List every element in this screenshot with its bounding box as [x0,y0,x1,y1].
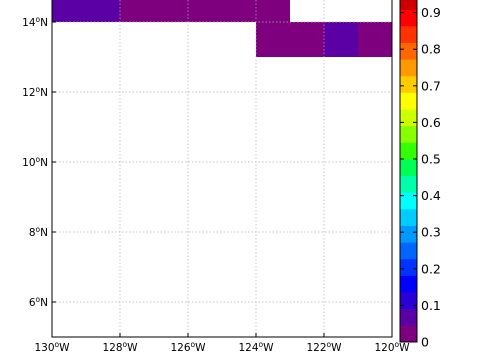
colorbar-segment [400,242,417,260]
y-axis-ticks: 6oN 8oN 10oN 12oN 14oN [22,15,56,309]
data-cells [52,0,392,57]
colorbar-segment [400,59,417,77]
colorbar-tick-label: 0.2 [421,261,441,276]
data-cell [120,0,290,22]
colorbar-segment [400,75,417,93]
colorbar-segment [400,325,417,343]
colorbar-tick-label: 0.9 [421,5,441,20]
colorbar-segment [400,159,417,177]
x-axis-ticks: 130oW 128oW 126oW 124oW 122oW 120oW [34,333,410,354]
colorbar-tick-label: 0.6 [421,115,441,130]
colorbar-segment [400,142,417,160]
plot-frame [51,0,393,338]
colorbar-segment [400,292,417,310]
colorbar-segment [400,0,417,10]
colorbar-segment [400,9,417,27]
x-tick-label: 120oW [374,340,410,354]
colorbar-segment [400,308,417,326]
data-cell [358,22,392,57]
y-tick-label: 6oN [29,295,48,309]
colorbar-segment [400,42,417,60]
y-tick-label: 12oN [22,85,48,99]
y-tick-label: 8oN [29,225,48,239]
colorbar-segment [400,175,417,193]
colorbar-segment [400,192,417,210]
colorbar-tick-label: 0 [421,335,429,350]
colorbar-segment [400,125,417,143]
colorbar-tick-label: 0.7 [421,78,441,93]
x-tick-label: 124oW [238,340,274,354]
y-tick-label: 14oN [22,15,48,29]
colorbar-segment [400,258,417,276]
y-tick-label: 10oN [22,155,48,169]
colorbar-tick-label: 0.5 [421,152,441,167]
colorbar-segment [400,275,417,293]
x-tick-label: 128oW [102,340,138,354]
colorbar-segment [400,225,417,243]
x-tick-label: 130oW [34,340,70,354]
colorbar-segment [400,25,417,43]
x-tick-label: 122oW [306,340,342,354]
colorbar-segment [400,109,417,127]
data-cell [256,22,324,57]
data-cell [324,22,358,57]
x-tick-label: 126oW [170,340,206,354]
colorbar-tick-label: 0.4 [421,188,441,203]
data-cell [52,0,120,22]
colorbar-tick-label: 0.1 [421,298,441,313]
colorbar-segment [400,208,417,226]
colorbar-segment [400,92,417,110]
colorbar-tick-label: 0.8 [421,42,441,57]
colorbar: 0 0.1 0.2 0.3 0.4 0.5 0.6 0.7 0.8 0.9 [399,0,441,350]
colorbar-tick-label: 0.3 [421,225,441,240]
